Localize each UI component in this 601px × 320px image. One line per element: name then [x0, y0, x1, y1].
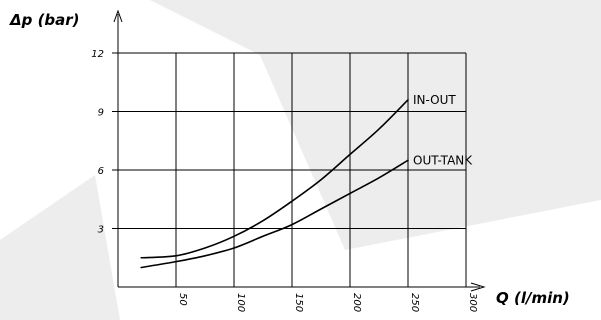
watermark-shape-left	[0, 175, 120, 320]
x-axis-arrow	[470, 282, 486, 292]
series-line-in-out	[140, 99, 409, 259]
grid	[112, 52, 467, 287]
y-axis-arrow	[113, 9, 123, 23]
tick-labels: 50 100 150 200 250 300 3 6 9 12	[91, 49, 478, 312]
y-tick-label-12: 12	[91, 49, 104, 60]
series	[140, 99, 409, 269]
x-tick-label-50: 50	[177, 293, 188, 306]
series-label-in-out: IN-OUT	[413, 93, 456, 107]
x-tick-label-300: 300	[467, 293, 478, 312]
series-line-out-tank	[140, 159, 409, 269]
watermark-shape	[150, 0, 601, 250]
y-tick-label-9: 9	[98, 108, 104, 119]
y-tick-label-3: 3	[98, 225, 104, 236]
y-axis-title: Δp (bar)	[9, 11, 80, 29]
series-label-out-tank: OUT-TANK	[413, 153, 473, 167]
series-labels: IN-OUT OUT-TANK	[413, 93, 473, 167]
x-tick-label-200: 200	[351, 293, 362, 312]
y-tick-label-6: 6	[98, 166, 104, 177]
x-tick-label-250: 250	[409, 293, 420, 312]
x-axis-title: Q (l/min)	[496, 289, 570, 307]
x-tick-label-150: 150	[293, 293, 304, 312]
axes	[113, 9, 486, 292]
x-tick-label-100: 100	[235, 293, 246, 312]
